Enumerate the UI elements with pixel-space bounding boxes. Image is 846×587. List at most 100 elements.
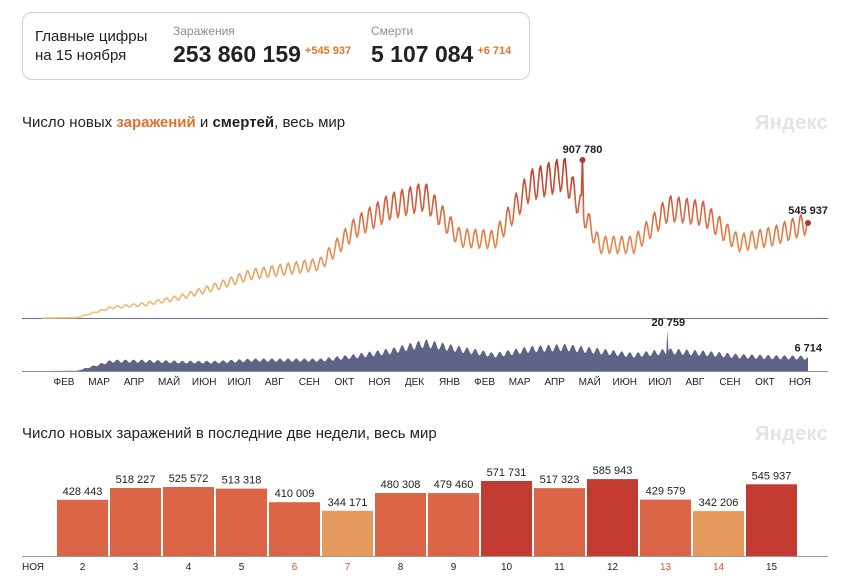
bar (428, 493, 479, 556)
month-tick-label: ИЮЛ (228, 377, 251, 388)
cases-last-label: 545 937 (788, 205, 828, 217)
month-tick-label: НОЯ (789, 377, 811, 388)
bar-value-label: 480 308 (381, 479, 421, 491)
month-tick-label: ИЮН (613, 377, 638, 388)
bar-category-label: 9 (451, 562, 457, 573)
bar (216, 488, 267, 556)
bar (375, 493, 426, 556)
cases-peak-point (579, 157, 586, 163)
bar-value-label: 344 171 (328, 497, 368, 509)
cases-total: 253 860 159 +545 937 (173, 41, 351, 68)
deaths-series: 20 759 6 714 (22, 317, 828, 372)
deaths-peak-label: 20 759 (652, 317, 686, 329)
bar-category-label: 8 (398, 562, 404, 573)
bar (587, 479, 638, 556)
bar-value-label: 571 731 (487, 467, 527, 479)
chart1-title-part: и (195, 114, 213, 131)
bar (57, 499, 108, 556)
summary-title: Главные цифры на 15 ноября (35, 27, 165, 65)
cases-delta: +545 937 (304, 45, 352, 57)
bar-value-label: 428 443 (63, 486, 103, 498)
month-tick-label: ИЮЛ (648, 377, 671, 388)
bar-category-label: 4 (186, 562, 192, 573)
cases-value: 253 860 159 (173, 41, 301, 67)
summary-card: Главные цифры на 15 ноября Заражения 253… (22, 12, 530, 80)
month-tick-label: ФЕВ (474, 377, 495, 388)
month-tick-label: СЕН (299, 377, 320, 388)
chart1-title-deaths: смертей (212, 114, 275, 131)
month-tick-label: АПР (544, 377, 565, 388)
month-tick-label: НОЯ (368, 377, 390, 388)
month-tick-label: ИЮН (192, 377, 217, 388)
bar-value-label: 517 323 (540, 474, 580, 486)
bar (534, 488, 585, 556)
bar-value-label: 342 206 (699, 497, 739, 509)
month-tick-label: АПР (124, 377, 145, 388)
month-tick-label: ОКТ (755, 377, 775, 388)
bar-value-label: 513 318 (222, 475, 262, 487)
summary-title-line1: Главные цифры (35, 28, 148, 45)
bar-category-label: 12 (607, 562, 619, 573)
bar-category-label: 3 (133, 562, 139, 573)
bar (163, 487, 214, 556)
cases-label: Заражения (173, 24, 235, 38)
bar-category-label: 6 (292, 562, 298, 573)
month-tick-label: МАЙ (158, 375, 180, 388)
month-tick-label: АВГ (685, 377, 704, 388)
month-axis: ФЕВ МАР АПР МАЙ ИЮН ИЮЛ АВГ СЕН ОКТ НОЯ ДЕК ЯНВ ФЕВ М… (54, 375, 811, 388)
cases-line (42, 157, 809, 319)
bar-category-label: 14 (713, 562, 725, 573)
bar-value-label: 479 460 (434, 479, 474, 491)
bar-value-label: 585 943 (593, 465, 633, 477)
bar-category-label: 2 (80, 562, 86, 573)
bar (640, 499, 691, 556)
yandex-watermark: Яндекс (755, 112, 828, 134)
cases-peak-label: 907 780 (563, 144, 603, 156)
bar (481, 481, 532, 556)
yandex-watermark: Яндекс (755, 423, 828, 445)
month-tick-label: МАР (509, 377, 531, 388)
deaths-last-label: 6 714 (794, 343, 822, 355)
month-tick-label: ЯНВ (439, 377, 460, 388)
bar-value-label: 429 579 (646, 486, 686, 498)
bar-value-label: 545 937 (752, 470, 792, 482)
chart1-title: Число новых заражений и смертей, весь ми… (22, 114, 345, 131)
chart1-title-part: , весь мир (274, 114, 346, 131)
deaths-label: Смерти (371, 24, 414, 38)
bar-category-label: 5 (239, 562, 245, 573)
month-tick-label: СЕН (719, 377, 740, 388)
bar (693, 511, 744, 556)
cases-last-point (805, 219, 811, 226)
chart2-title: Число новых заражений в последние две не… (22, 425, 437, 442)
bar (269, 502, 320, 556)
deaths-area (42, 330, 808, 371)
bar-value-label: 518 227 (116, 474, 156, 486)
month-tick-label: АВГ (265, 377, 284, 388)
chart1-title-infections: заражений (116, 114, 196, 131)
month-tick-label: МАР (88, 377, 110, 388)
deaths-value: 5 107 084 (371, 41, 474, 67)
bar-category-label: 10 (501, 562, 513, 573)
cases-series: 907 780 545 937 (22, 144, 828, 319)
month-tick-label: ОКТ (335, 377, 355, 388)
bar (746, 484, 797, 556)
bar-category-label: 13 (660, 562, 672, 573)
two-week-bars: 428 443 2 518 227 3 525 572 4 513 318 5 410 009 6… (22, 465, 828, 573)
deaths-stat: Смерти 5 107 084 +6 714 (371, 24, 511, 68)
bar-category-label: 15 (766, 562, 778, 573)
deaths-delta: +6 714 (477, 45, 512, 57)
bar (110, 488, 161, 556)
bar (322, 510, 373, 556)
month-tick-label: МАЙ (579, 375, 601, 388)
bar-category-label: 7 (345, 562, 351, 573)
bars-month-label: НОЯ (22, 562, 44, 573)
bar-value-label: 410 009 (275, 488, 315, 500)
month-tick-label: ДЕК (405, 377, 424, 388)
chart1-title-part: Число новых (22, 114, 117, 131)
bar-category-label: 11 (554, 562, 565, 573)
summary-title-line2: на 15 ноября (35, 47, 127, 64)
bar-value-label: 525 572 (169, 473, 209, 485)
deaths-total: 5 107 084 +6 714 (371, 41, 511, 68)
cases-stat: Заражения 253 860 159 +545 937 (173, 24, 351, 68)
